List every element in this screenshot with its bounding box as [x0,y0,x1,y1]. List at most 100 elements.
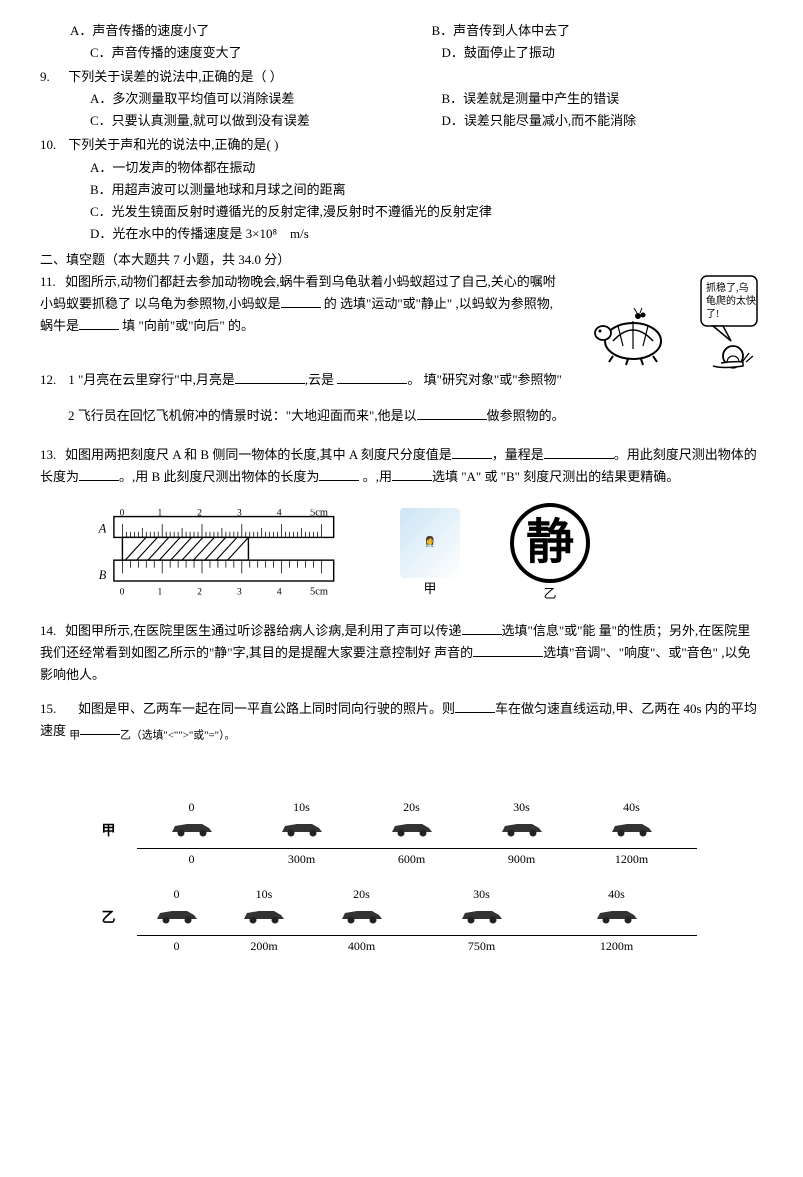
car-icon [277,818,327,838]
svg-text:5cm: 5cm [310,586,328,597]
car-icon [239,905,289,925]
svg-text:3: 3 [237,509,242,519]
q9-num: 9. [40,66,65,88]
q12-2b: 做参照物的。 [487,408,565,423]
q12-1a: 1 "月亮在云里穿行"中,月亮是 [65,372,235,387]
blank [452,445,492,459]
svg-text:B: B [99,568,107,582]
car-icon [337,905,387,925]
opt-a-text: 声音传播的速度小了 [92,23,209,38]
q10-opt-d: D．光在水中的传播速度是 3×10⁸ m/s [40,223,763,245]
blank [544,445,614,459]
opt-a: A．声音传播的速度小了 [40,20,402,42]
q15-num: 15. [40,698,65,720]
blank [455,699,495,713]
opt-d-text: 鼓面停止了振动 [464,45,555,60]
jia-dist-2: 600m [357,849,467,869]
svg-text:3: 3 [237,587,242,597]
blank [79,467,119,481]
svg-text:4: 4 [277,509,282,519]
q9-opt-b: B．误差就是测量中产生的错误 [412,88,764,110]
car-icon [387,818,437,838]
q13-e: 。,用 [359,469,392,484]
blank [337,370,407,384]
yi-dist-3: 750m [412,936,552,956]
q13-figures: A 012345cm B 012345cm 👩‍⚕️ 甲 静 乙 [90,503,763,605]
label-yi: 乙 [543,583,556,605]
q10-stem: 下列关于声和光的说法中,正确的是( ) [68,137,278,152]
opt-c-text: 声音传播的速度变大了 [112,45,242,60]
q12-1b: ,云是 [305,372,338,387]
q10-num: 10. [40,134,65,156]
svg-text:1: 1 [157,587,162,597]
jia-dist-0: 0 [137,849,247,869]
blank [462,621,502,635]
blank [319,467,359,481]
blank [281,294,321,308]
car-icon [167,818,217,838]
jia-dist-4: 1200m [577,849,687,869]
q10-opt-c: C．光发生镜面反射时遵循光的反射定律,漫反射时不遵循光的反射定律 [40,201,763,223]
q9-opt-c: C．只要认真测量,就可以做到没有误差 [40,110,412,132]
car-row-yi-label: 乙 [102,907,137,931]
car-icon [152,905,202,925]
q15-a: 如图是甲、乙两车一起在同一平直公路上同时同向行驶的照片。则 [78,701,455,716]
yi-dist-4: 1200m [552,936,682,956]
svg-text:0: 0 [120,509,125,519]
bubble-line2: 龟爬的太快 [706,294,756,307]
q10-opt-a: A．一切发声的物体都在振动 [40,157,763,179]
bubble-line1: 抓稳了,乌 [706,281,749,294]
blank [79,316,119,330]
q13: 13.如图用两把刻度尺 A 和 B 侧同一物体的长度,其中 A 刻度尺分度值是 ，… [40,444,763,488]
q9-opt-a: A．多次测量取平均值可以消除误差 [40,88,412,110]
blank [473,643,543,657]
svg-text:0: 0 [120,587,125,597]
q14-a: 如图甲所示,在医院里医生通过听诊器给病人诊病,是利用了声可以传递 [65,623,462,638]
yi-dist-0: 0 [137,936,217,956]
bubble-line3: 了! [706,308,719,320]
jia-dist-1: 300m [247,849,357,869]
doctor-figure: 👩‍⚕️ 甲 [400,508,460,600]
section2-title: 二、填空题（本大题共 7 小题，共 34.0 分） [40,249,763,271]
opt-c: C．声音传播的速度变大了 [40,42,412,64]
q15-sub-yi: 乙（选填"<"">"或"="）。 [120,730,235,742]
q14-num: 14. [40,620,65,642]
q12-1c: 。 填"研究对象"或"参照物" [407,372,561,387]
opt-b-text: 声音传到人体中去了 [453,23,570,38]
opt-b: B．声音传到人体中去了 [402,20,764,42]
cars-diagram: 甲 0 10s 20s 30s 40s 0 300m 600m 900m 120… [102,797,702,956]
opt-d: D．鼓面停止了振动 [412,42,764,64]
turtle-snail-image: 抓稳了,乌 龟爬的太快 了! [593,271,763,381]
yi-dist-1: 200m [217,936,312,956]
q13-b: ，量程是 [492,447,544,462]
jing-figure: 静 乙 [510,503,590,605]
q9-stem: 下列关于误差的说法中,正确的是（ ） [68,69,283,84]
blank [80,721,120,735]
car-icon [497,818,547,838]
ruler-image: A 012345cm B 012345cm [90,509,350,599]
q9-opt-d: D．误差只能尽量减小,而不能消除 [412,110,764,132]
car-row-jia-label: 甲 [102,820,137,844]
blank [392,467,432,481]
q13-f: 选填 "A" 或 "B" 刻度尺测出的结果更精确。 [432,469,679,484]
q9: 9. 下列关于误差的说法中,正确的是（ ） A．多次测量取平均值可以消除误差 B… [40,66,763,132]
svg-text:2: 2 [197,587,202,597]
q15-sub-jia: 甲 [69,730,80,742]
q15: 15. 如图是甲、乙两车一起在同一平直公路上同时同向行驶的照片。则车在做匀速直线… [40,698,763,745]
q11-num: 11. [40,271,65,293]
q10-opt-b: B．用超声波可以测量地球和月球之间的距离 [40,179,763,201]
q11: 11.如图所示,动物们都赶去参加动物晚会,蜗牛看到乌龟驮着小蚂蚁超过了自己,关心… [40,271,763,337]
q10: 10. 下列关于声和光的说法中,正确的是( ) A．一切发声的物体都在振动 B．… [40,134,763,244]
q13-d: 。,用 B 此刻度尺测出物体的长度为 [119,469,319,484]
car-icon [607,818,657,838]
jing-icon: 静 [510,503,590,583]
q13-a: 如图用两把刻度尺 A 和 B 侧同一物体的长度,其中 A 刻度尺分度值是 [65,447,452,462]
jia-dist-3: 900m [467,849,577,869]
yi-dist-2: 400m [312,936,412,956]
q8-options: A．声音传播的速度小了 B．声音传到人体中去了 C．声音传播的速度变大了 D．鼓… [40,20,763,64]
svg-text:5cm: 5cm [310,509,328,519]
q13-num: 13. [40,444,65,466]
svg-text:4: 4 [277,587,282,597]
svg-text:A: A [98,521,107,535]
label-jia: 甲 [423,578,436,600]
